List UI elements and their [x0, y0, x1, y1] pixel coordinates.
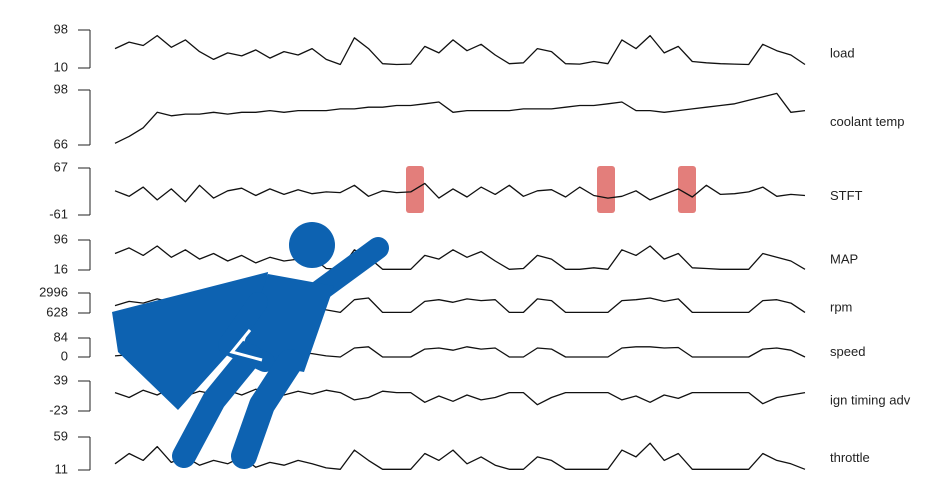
y-tick-label: 628 [46, 304, 68, 319]
series-label: speed [830, 344, 865, 359]
chart: 10 98 load 66 98 coolant temp -61 67 STFT 16 96 MAP… [0, 0, 948, 491]
trace [115, 183, 805, 201]
y-tick-label: -61 [49, 206, 68, 221]
y-tick-label: 66 [54, 136, 68, 151]
y-tick-label: 10 [54, 59, 68, 74]
y-tick-label: 59 [54, 428, 68, 443]
highlight [597, 166, 615, 213]
hero-head [289, 222, 335, 268]
y-tick-label: 39 [54, 372, 68, 387]
series-label: STFT [830, 188, 863, 203]
series-label: coolant temp [830, 114, 904, 129]
y-tick-label: 96 [54, 231, 68, 246]
plots: 10 98 load 66 98 coolant temp -61 67 STFT 16 96 MAP… [39, 21, 911, 476]
y-tick-label: 11 [55, 461, 69, 476]
y-tick-label: 98 [54, 21, 68, 36]
y-tick-label: 2996 [39, 284, 68, 299]
series-label: ign timing adv [830, 392, 911, 407]
trace [115, 246, 805, 269]
y-tick-label: 98 [54, 81, 68, 96]
series-label: rpm [830, 299, 852, 314]
highlight [678, 166, 696, 213]
hero-leg [244, 362, 290, 456]
y-tick-label: 0 [61, 348, 68, 363]
hero-cape [112, 272, 268, 410]
series-label: throttle [830, 450, 870, 465]
trace [115, 93, 805, 143]
series-label: load [830, 45, 855, 60]
y-tick-label: 67 [54, 159, 68, 174]
trace [115, 443, 805, 469]
y-tick-label: 16 [54, 261, 68, 276]
series-label: MAP [830, 251, 858, 266]
trace [115, 36, 805, 65]
y-tick-label: -23 [49, 402, 68, 417]
y-tick-label: 84 [54, 329, 68, 344]
